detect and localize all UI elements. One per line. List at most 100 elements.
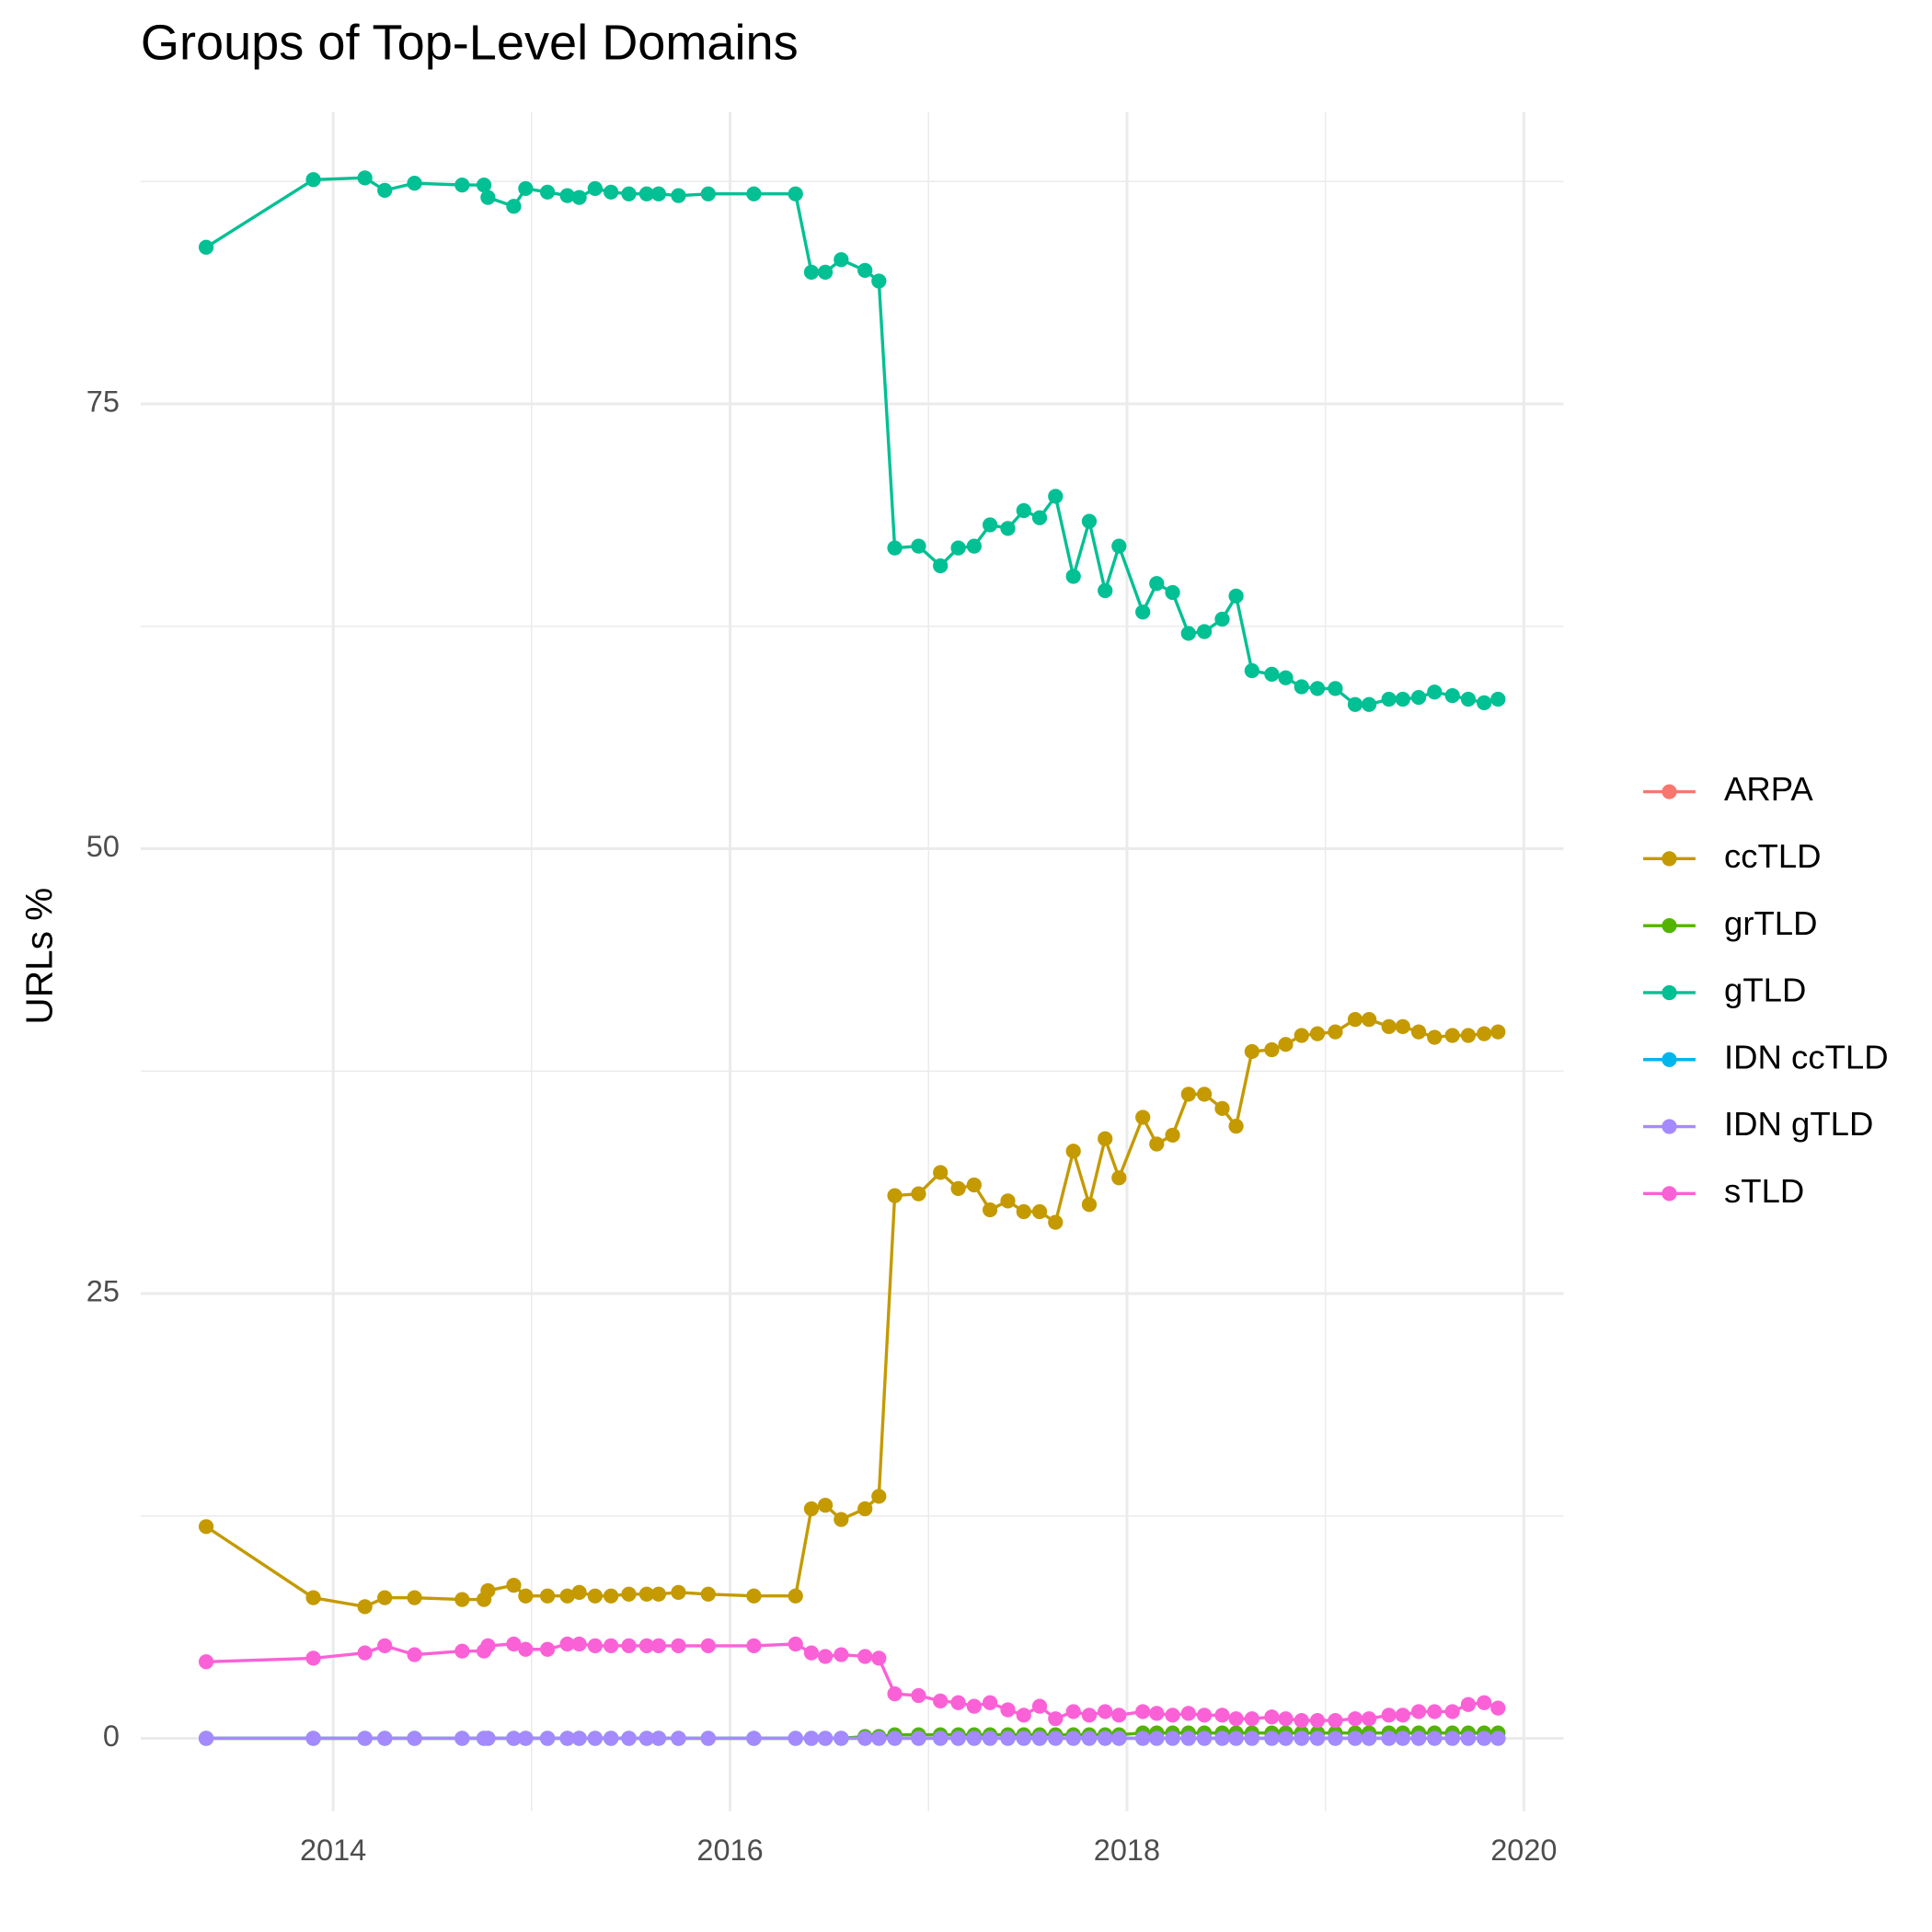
data-point [803, 1731, 820, 1746]
data-point [1410, 1731, 1427, 1746]
legend-item: ccTLD [1643, 837, 1822, 875]
legend-item: gTLD [1643, 972, 1806, 1009]
data-point [1196, 1708, 1213, 1723]
data-point [1098, 1704, 1113, 1719]
data-point [1016, 1708, 1031, 1723]
data-point [933, 1165, 949, 1180]
data-point [1294, 1712, 1309, 1729]
data-point [966, 1177, 982, 1193]
data-point [746, 1588, 762, 1604]
data-point [1381, 1731, 1397, 1746]
data-point [1264, 1709, 1280, 1725]
data-point [1135, 1704, 1151, 1719]
data-point [1347, 696, 1363, 712]
data-point [982, 1731, 998, 1746]
data-point [1347, 1012, 1363, 1028]
data-point [198, 1654, 214, 1670]
data-point [982, 1202, 998, 1218]
data-point [357, 170, 373, 186]
data-point [1031, 1203, 1048, 1220]
data-point [1048, 1731, 1064, 1746]
data-point [1098, 1131, 1113, 1146]
data-point [834, 1647, 849, 1662]
data-point [198, 1519, 214, 1535]
data-point [1111, 1731, 1127, 1746]
data-point [834, 1512, 849, 1527]
data-point [1065, 569, 1081, 584]
data-point [1361, 696, 1377, 712]
data-point [407, 1731, 422, 1746]
data-point [1165, 1731, 1180, 1746]
data-point [1477, 695, 1492, 710]
data-point [746, 1731, 762, 1746]
data-point [305, 1650, 321, 1666]
legend-swatch-point [1662, 1119, 1677, 1134]
data-point [1309, 1026, 1326, 1041]
data-point [603, 1638, 619, 1654]
data-point [377, 1590, 393, 1605]
data-point [454, 177, 470, 193]
data-point [803, 264, 820, 280]
data-point [539, 184, 556, 200]
series-line [206, 1642, 1499, 1722]
data-point [982, 1695, 998, 1710]
data-point [1214, 611, 1230, 627]
data-point [887, 1685, 903, 1702]
data-point [621, 1586, 637, 1602]
legend-label: ccTLD [1724, 837, 1822, 875]
data-point [817, 264, 834, 280]
data-point [407, 176, 422, 191]
data-point [454, 1731, 470, 1746]
data-point [1000, 521, 1016, 536]
data-point [1165, 1708, 1180, 1723]
data-point [454, 1592, 470, 1607]
data-point [621, 186, 637, 201]
data-point [788, 1731, 803, 1746]
data-point [518, 180, 534, 197]
legend-item: grTLD [1643, 904, 1817, 942]
data-point [1490, 1024, 1506, 1040]
data-point [1098, 1731, 1113, 1746]
data-point [966, 538, 982, 554]
data-point [1328, 1712, 1343, 1729]
data-point [1460, 691, 1477, 707]
data-point [539, 1641, 556, 1657]
data-point [911, 538, 926, 554]
legend-swatch-point [1662, 851, 1677, 867]
legend-item: IDN gTLD [1643, 1105, 1873, 1143]
data-point [1135, 1110, 1151, 1125]
data-point [1048, 1711, 1064, 1727]
data-point [506, 1636, 522, 1652]
data-point [305, 1590, 321, 1605]
data-point [518, 1641, 534, 1657]
data-point [1328, 681, 1343, 696]
data-point [621, 1731, 637, 1746]
data-point [506, 1731, 522, 1746]
data-point [1244, 1043, 1259, 1060]
data-point [700, 1638, 716, 1654]
data-point [198, 1731, 214, 1746]
data-point [1065, 1704, 1081, 1719]
data-point [1264, 1731, 1280, 1746]
data-point [1395, 1731, 1410, 1746]
data-point [1294, 1731, 1309, 1746]
legend-swatch-point [1662, 918, 1677, 934]
data-point [1309, 681, 1326, 696]
data-point [1065, 1731, 1081, 1746]
data-point [1294, 679, 1309, 695]
data-point [1490, 691, 1506, 707]
data-point [1228, 1119, 1244, 1134]
data-point [587, 180, 603, 197]
data-point [950, 1731, 966, 1746]
legend-label: gTLD [1724, 972, 1806, 1009]
data-point [911, 1687, 926, 1704]
data-point [1000, 1193, 1016, 1209]
data-point [638, 1586, 655, 1602]
data-point [871, 1731, 887, 1746]
data-point [305, 172, 321, 188]
data-point [1081, 1197, 1098, 1213]
legend-label: grTLD [1724, 904, 1817, 942]
data-point [1264, 666, 1280, 683]
data-point [1111, 538, 1127, 554]
